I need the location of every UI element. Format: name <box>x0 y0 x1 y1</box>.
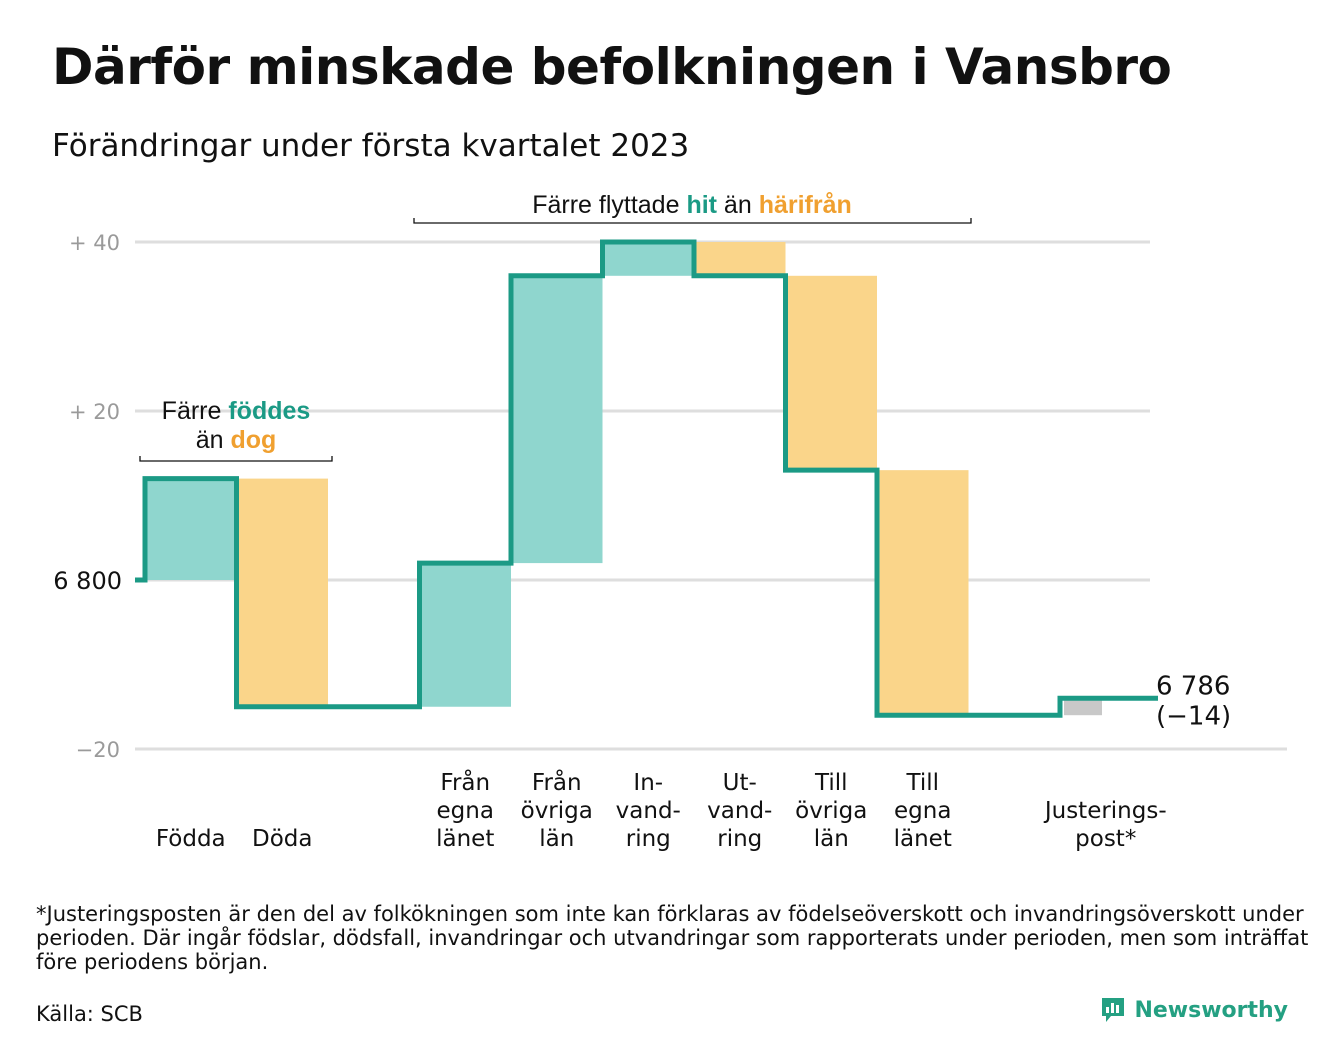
footnote: *Justeringsposten är den del av folkökni… <box>36 902 1309 974</box>
category-label: Till <box>905 770 939 796</box>
category-label: ring <box>717 826 762 852</box>
end-change-label: (−14) <box>1156 701 1231 731</box>
bar-utvandring <box>694 242 786 276</box>
annotation-text: hit <box>686 191 717 219</box>
category-label: Från <box>440 768 490 796</box>
category-label: Döda <box>252 826 312 852</box>
y-tick-label: + 40 <box>69 231 120 255</box>
category-label: egna <box>894 798 951 824</box>
category-label: egna <box>437 798 494 824</box>
total-line <box>135 239 1158 718</box>
y-tick-label: + 20 <box>69 400 120 424</box>
annotation-bracket <box>413 218 972 224</box>
annotation-text: föddes <box>228 397 310 425</box>
bar-tillegnalänet <box>877 470 969 716</box>
bar-frånövrigalän <box>511 275 603 564</box>
migration-annotation: Färre flyttade hit än härifrån <box>532 191 852 219</box>
annotation-text: Färre <box>162 397 229 425</box>
annotation-bracket <box>139 456 333 462</box>
annotation-text: Färre flyttade <box>532 191 686 219</box>
chart-title: Därför minskade befolkningen i Vansbro <box>52 38 1172 96</box>
category-label: Justerings- <box>1043 798 1167 824</box>
category-label: In- <box>633 770 663 796</box>
births-annotation-line2: än dog <box>196 426 277 454</box>
newsworthy-logo-icon <box>1102 998 1125 1022</box>
category-label: län <box>814 826 849 852</box>
category-label: län <box>539 826 574 852</box>
brand-logo: Newsworthy <box>1100 996 1288 1024</box>
bar-frånegnalänet <box>419 563 511 707</box>
category-label: vand- <box>616 798 681 824</box>
bar-födda <box>145 478 237 580</box>
category-label: övriga <box>795 798 867 824</box>
category-label: ring <box>626 826 671 852</box>
bars <box>145 242 1102 716</box>
bar-invandring <box>602 242 694 276</box>
category-label: Från <box>532 768 582 796</box>
annotation-text: än <box>196 426 231 454</box>
category-label: länet <box>436 826 494 852</box>
category-label: Till <box>814 770 848 796</box>
annotation-text: än <box>717 191 759 219</box>
category-label: Födda <box>156 826 226 852</box>
births-annotation-line1: Färre föddes <box>162 397 311 425</box>
bar-döda <box>236 478 328 707</box>
source-label: Källa: SCB <box>36 1002 143 1026</box>
y-tick-label: −20 <box>76 738 120 762</box>
annotation-text: dog <box>230 426 276 454</box>
brand-name: Newsworthy <box>1134 997 1288 1023</box>
start-value-label: 6 800 <box>53 567 122 595</box>
category-label: post* <box>1075 826 1136 852</box>
category-label: vand- <box>707 798 772 824</box>
category-label: Ut- <box>723 770 757 796</box>
end-value-label: 6 786 <box>1156 671 1230 701</box>
category-label: övriga <box>521 798 593 824</box>
chart-subtitle: Förändringar under första kvartalet 2023 <box>52 128 690 164</box>
annotation-text: härifrån <box>759 191 852 219</box>
bar-justeringspost <box>1064 698 1102 716</box>
bar-tillövrigalän <box>785 275 877 471</box>
running-total-line <box>135 239 1158 718</box>
category-label: länet <box>894 826 952 852</box>
